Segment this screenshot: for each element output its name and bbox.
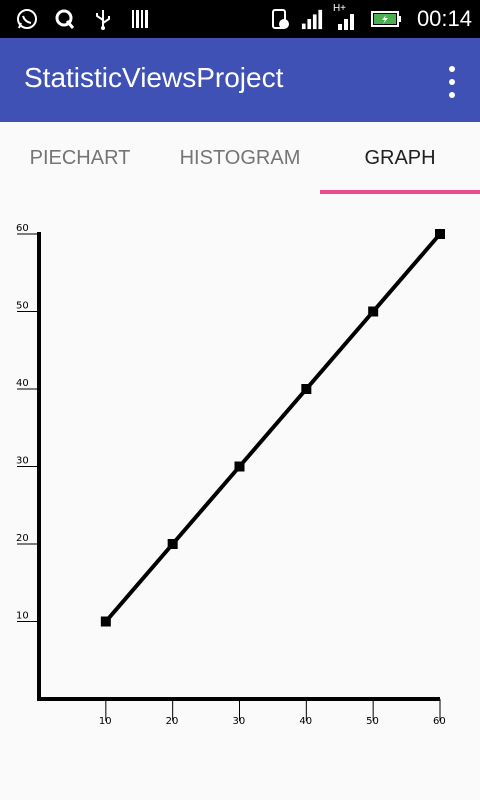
y-tick-label-10: 10 — [16, 611, 29, 622]
app-bar: StatisticViewsProject — [0, 38, 480, 122]
y-tick-label-50: 50 — [16, 301, 29, 312]
tab-histogram[interactable]: HISTOGRAM — [179, 146, 301, 169]
data-point-50 — [368, 306, 379, 317]
y-tick-label-40: 40 — [16, 378, 29, 389]
tab-bar: PIECHART HISTOGRAM GRAPH — [0, 122, 480, 194]
y-tick-label-60: 60 — [16, 223, 29, 234]
y-tick-label-30: 30 — [16, 456, 29, 467]
data-point-10 — [100, 616, 111, 627]
more-vert-icon[interactable] — [444, 66, 460, 98]
x-tick-label-20: 20 — [166, 716, 179, 727]
signal-hplus-icon: H+ — [333, 3, 361, 31]
line-graph: 10 20 30 40 50 60 10 20 30 40 50 60 — [16, 223, 446, 727]
tab-graph[interactable]: GRAPH — [364, 146, 436, 169]
barcode-icon — [130, 7, 152, 31]
data-point-30 — [234, 461, 245, 472]
battery-charging-icon — [370, 7, 403, 31]
signal-icon — [301, 7, 323, 31]
status-clock: 00:14 — [416, 6, 472, 31]
x-tick-label-30: 30 — [233, 716, 246, 727]
app-title: StatisticViewsProject — [24, 62, 284, 93]
y-tick-label-20: 20 — [16, 533, 29, 544]
status-bar: H+ 00:14 — [0, 0, 480, 38]
q-app-icon — [54, 7, 76, 31]
tab-piechart[interactable]: PIECHART — [29, 146, 131, 169]
tab-indicator — [320, 190, 480, 194]
network-type-label: H+ — [332, 3, 346, 14]
x-tick-label-40: 40 — [299, 716, 312, 727]
x-tick-label-10: 10 — [99, 716, 112, 727]
data-point-20 — [167, 539, 178, 549]
x-tick-label-50: 50 — [366, 716, 379, 727]
phone-sync-icon — [269, 7, 291, 31]
series-line — [104, 232, 442, 623]
usb-icon — [92, 7, 114, 31]
data-point-60 — [435, 229, 445, 239]
data-point-40 — [301, 384, 312, 394]
whatsapp-icon — [16, 7, 38, 31]
x-tick-label-60: 60 — [433, 716, 446, 727]
